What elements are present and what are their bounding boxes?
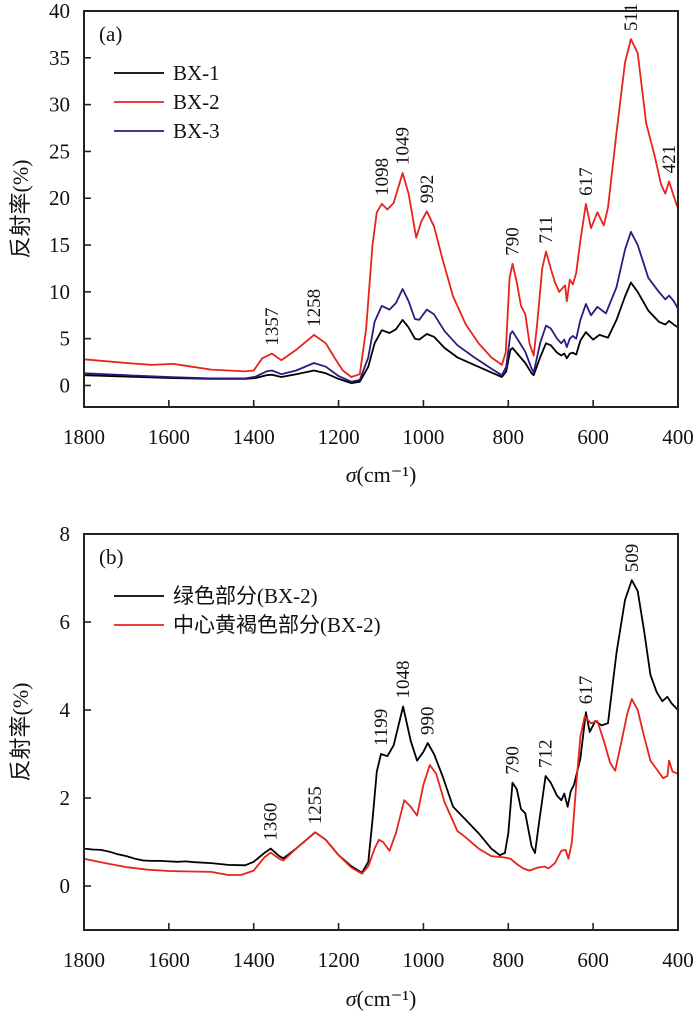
series-line--bx-2--1 <box>83 698 679 876</box>
x-tick-label: 800 <box>493 425 525 449</box>
peak-label: 1360 <box>261 803 282 841</box>
y-tick-label: 35 <box>49 46 70 70</box>
peak-label: 421 <box>659 145 680 174</box>
y-axis-title: 反射率(%) <box>8 683 33 782</box>
y-tick-label: 30 <box>49 93 70 117</box>
peak-label: 509 <box>622 544 643 573</box>
peak-label: 992 <box>417 175 438 204</box>
peak-label: 617 <box>576 167 597 196</box>
y-tick-label: 0 <box>60 874 71 898</box>
peak-label: 1255 <box>305 786 326 824</box>
x-tick-label: 1000 <box>402 425 444 449</box>
legend-label: 绿色部分(BX-2) <box>173 584 318 608</box>
x-axis-title-unit: (cm⁻¹) <box>357 462 417 487</box>
peak-label: 1199 <box>371 709 392 746</box>
series-line-bx-1-0 <box>83 281 679 384</box>
x-tick-label: 1400 <box>233 425 275 449</box>
peak-label: 617 <box>576 676 597 705</box>
peak-label: 1258 <box>304 289 325 327</box>
legend-label: BX-2 <box>173 90 220 114</box>
panel-label: (a) <box>99 22 122 46</box>
x-tick-label: 400 <box>662 948 694 972</box>
y-tick-label: 6 <box>60 610 71 634</box>
peak-label: 711 <box>536 216 557 244</box>
x-axis-title-symbol: σ <box>346 986 358 1011</box>
peak-label: 511 <box>621 3 642 31</box>
x-axis-title-unit: (cm⁻¹) <box>357 986 417 1011</box>
x-axis-title: σ(cm⁻¹) <box>346 462 417 487</box>
x-tick-label: 1400 <box>233 948 275 972</box>
panel-a: 1800 1600 1400 1200 1000 800 600 400 0 5 10 15 20 25 3… <box>8 0 694 487</box>
legend-label: 中心黄褐色部分(BX-2) <box>173 613 381 637</box>
x-tick-label: 400 <box>662 425 694 449</box>
x-tick-label: 1200 <box>318 948 360 972</box>
y-tick-label: 10 <box>49 280 70 304</box>
x-tick-label: 1200 <box>318 425 360 449</box>
peak-label: 790 <box>503 227 524 256</box>
x-tick-label: 800 <box>493 948 525 972</box>
peak-label: 712 <box>536 740 557 769</box>
peak-label: 1098 <box>372 158 393 196</box>
x-axis-title-symbol: σ <box>346 462 358 487</box>
peak-label: 1357 <box>262 308 283 346</box>
y-tick-label: 25 <box>49 139 70 163</box>
peak-label: 790 <box>503 746 524 775</box>
plot-frame <box>83 10 679 408</box>
panel-b: 1800 1600 1400 1200 1000 800 600 400 0 2 4 6 8 σ(cm⁻¹… <box>8 522 694 1011</box>
x-tick-label: 1600 <box>148 425 190 449</box>
panel-label: (b) <box>99 545 124 569</box>
peak-label: 1048 <box>393 661 414 699</box>
x-tick-label: 1800 <box>63 948 105 972</box>
x-tick-label: 1800 <box>63 425 105 449</box>
x-tick-label: 1000 <box>402 948 444 972</box>
peak-label: 1049 <box>393 127 414 165</box>
series-line-bx-3-2 <box>83 231 679 383</box>
y-tick-label: 15 <box>49 233 70 257</box>
y-tick-label: 8 <box>60 522 71 546</box>
peak-label: 990 <box>418 707 439 736</box>
plot-frame <box>83 533 679 931</box>
y-tick-label: 0 <box>60 373 71 397</box>
y-tick-label: 4 <box>60 698 71 722</box>
y-tick-label: 40 <box>49 0 70 23</box>
y-tick-label: 5 <box>60 327 71 351</box>
x-tick-label: 600 <box>577 948 609 972</box>
series-line-bx-2-1 <box>83 38 679 378</box>
x-axis-title: σ(cm⁻¹) <box>346 986 417 1011</box>
legend-label: BX-3 <box>173 119 220 143</box>
y-tick-label: 20 <box>49 186 70 210</box>
legend-label: BX-1 <box>173 61 220 85</box>
x-tick-label: 600 <box>577 425 609 449</box>
y-axis-title: 反射率(%) <box>8 160 33 259</box>
x-tick-label: 1600 <box>148 948 190 972</box>
y-tick-label: 2 <box>60 786 71 810</box>
